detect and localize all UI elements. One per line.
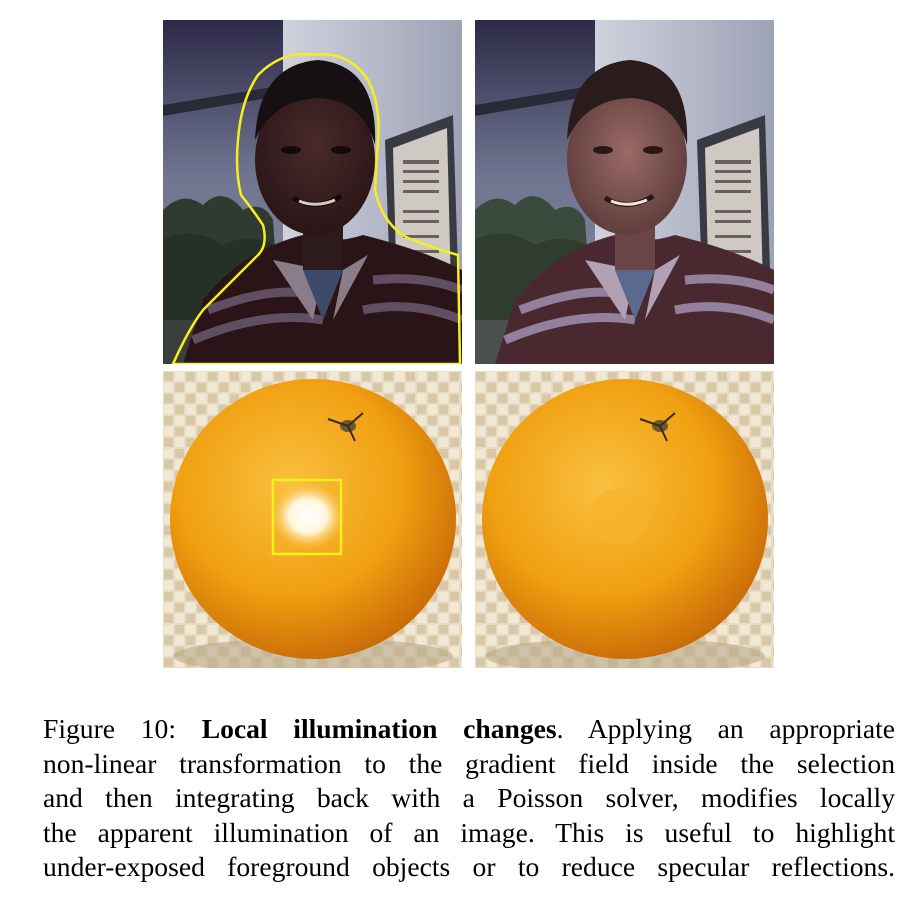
photo-face-original bbox=[163, 20, 462, 364]
selection-rectangle bbox=[271, 478, 343, 556]
caption-line-3: and then integrating back with a Poisson… bbox=[43, 782, 895, 813]
photo-orange-original bbox=[163, 371, 462, 668]
photo-face-result bbox=[475, 20, 774, 364]
caption-line-4: the apparent illumination of an image. T… bbox=[43, 816, 895, 848]
figure-label: Figure 10: bbox=[43, 713, 176, 744]
selection-outline bbox=[171, 52, 462, 364]
caption-line-2: non-linear transformation to the gradien… bbox=[43, 747, 895, 779]
figure-title: Local illumination changes bbox=[201, 713, 557, 744]
figure-caption: Figure 10: Local illumination changes. A… bbox=[43, 712, 895, 885]
caption-line-5: under-exposed foreground objects or to r… bbox=[43, 851, 895, 882]
caption-line-1: Figure 10: Local illumination changes. A… bbox=[43, 713, 895, 744]
photo-orange-result bbox=[475, 371, 774, 668]
